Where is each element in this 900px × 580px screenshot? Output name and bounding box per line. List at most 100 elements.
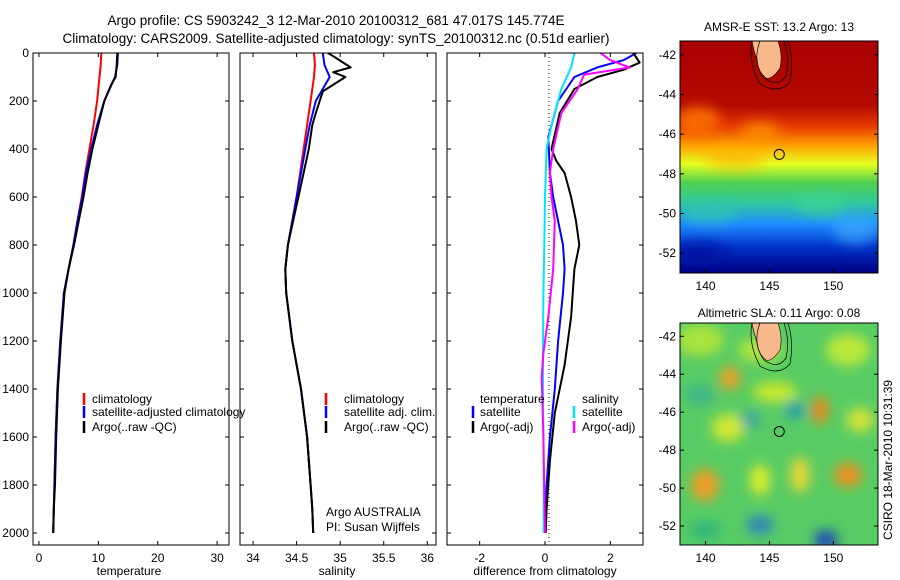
legend-label: satellite-adjusted climatology (92, 405, 245, 419)
depth-tick-label: 600 (9, 190, 29, 204)
sla-longitude-axis: 140 145 150 (696, 541, 844, 565)
legend-label: Argo(-adj) (480, 420, 533, 434)
temperature-panel: 0 200 400 600 800 1000 1200 1400 1600 1800 2000 0 1… (2, 46, 245, 578)
salinity-series (284, 53, 352, 534)
bathymetry-contour (756, 323, 788, 365)
difference-panel: -2 0 2 difference from climatology tempera… (446, 52, 644, 578)
legend-label: satellite adj. clim. (344, 405, 435, 419)
depth-tick-label: 1200 (2, 334, 29, 348)
depth-tick-label: 800 (9, 238, 29, 252)
x-tick-label: 36 (421, 551, 435, 565)
temperature-x-label: temperature (97, 564, 162, 578)
lat-tick-label: -42 (659, 48, 677, 62)
lon-tick-label: 140 (696, 551, 716, 565)
sst-eddies (680, 106, 877, 267)
lon-tick-label: 150 (823, 279, 843, 293)
float-program-label: Argo AUSTRALIA (326, 505, 421, 519)
bathymetry-contour (750, 41, 792, 90)
lat-tick-label: -42 (659, 329, 677, 343)
sla-latitude-axis: -42 -44 -46 -48 -50 -52 (659, 329, 878, 533)
lon-tick-label: 150 (823, 551, 843, 565)
depth-tick-label: 200 (9, 94, 29, 108)
x-tick-label: 0 (36, 551, 43, 565)
difference-axes-frame (446, 52, 644, 546)
x-tick-label: 2 (607, 551, 614, 565)
lon-tick-label: 145 (759, 279, 779, 293)
sst-longitude-axis: 140 145 150 (696, 269, 844, 293)
sla-map-panel: Altimetric SLA: 0.11 Argo: 0.08 (659, 306, 879, 565)
lat-tick-label: -52 (659, 246, 677, 260)
salinity-x-label: salinity (319, 564, 356, 578)
legend-label: satellite (480, 405, 521, 419)
argo-float-marker (773, 148, 785, 160)
lat-tick-label: -46 (659, 405, 677, 419)
difference-depth-ticks (447, 52, 643, 534)
lat-tick-label: -44 (659, 367, 677, 381)
legend-label: Argo(..raw -QC) (92, 420, 177, 434)
depth-tick-label: 1000 (2, 286, 29, 300)
difference-x-label: difference from climatology (473, 564, 616, 578)
credit-timestamp: CSIRO 18-Mar-2010 10:31:39 (881, 380, 895, 540)
depth-tick-label: 0 (22, 46, 29, 60)
sla-field (680, 323, 878, 545)
sst-map-title: AMSR-E SST: 13.2 Argo: 13 (704, 20, 854, 34)
salinity-legend: climatology satellite adj. clim. Argo(..… (324, 392, 435, 434)
series-line-satellite-adjusted-climatology (52, 53, 119, 534)
temperature-legend: climatology satellite-adjusted climatolo… (82, 392, 245, 434)
lat-tick-label: -48 (659, 167, 677, 181)
series-line-argo-raw-qc- (284, 53, 352, 534)
temperature-axes-frame (32, 52, 230, 546)
argo-float-marker (773, 426, 785, 437)
lat-tick-label: -44 (659, 88, 677, 102)
lon-tick-label: 145 (759, 551, 779, 565)
legend-label: Argo(..raw -QC) (344, 420, 429, 434)
legend-label: climatology (92, 392, 152, 406)
sla-map-frame (679, 322, 879, 546)
legend-heading-temperature: temperature (480, 392, 545, 406)
figure-title: Argo profile: CS 5903242_3 12-Mar-2010 2… (107, 13, 564, 28)
lat-tick-label: -48 (659, 443, 677, 457)
sst-map-panel: AMSR-E SST: 13.2 Argo: 13 -42 -44 -46 -48 -5… (659, 20, 879, 293)
x-tick-label: 34.5 (285, 551, 309, 565)
x-tick-label: 0 (542, 551, 549, 565)
bathymetry-contour (756, 41, 788, 83)
depth-axis: 0 200 400 600 800 1000 1200 1400 1600 1800 2000 (2, 46, 229, 540)
salinity-axes-frame (239, 52, 437, 546)
x-tick-label: 35 (333, 551, 347, 565)
figure-subtitle: Climatology: CARS2009. Satellite-adjuste… (62, 31, 609, 46)
depth-tick-label: 1400 (2, 382, 29, 396)
temperature-x-axis: 0 10 20 30 (36, 53, 224, 565)
lat-tick-label: -50 (659, 481, 677, 495)
salinity-depth-ticks (240, 52, 436, 534)
lon-tick-label: 140 (696, 279, 716, 293)
legend-label: satellite (582, 405, 623, 419)
depth-tick-label: 1800 (2, 478, 29, 492)
pi-label: PI: Susan Wijffels (326, 520, 420, 534)
series-line-satellite (544, 53, 637, 533)
lat-tick-label: -50 (659, 207, 677, 221)
salinity-panel: 34 34.5 35 35.5 36 salinity climatology sate… (239, 52, 437, 578)
x-tick-label: 35.5 (372, 551, 396, 565)
x-tick-label: 20 (151, 551, 165, 565)
series-line-argo-adj- (540, 53, 631, 534)
x-tick-label: 34 (246, 551, 260, 565)
difference-legend: temperature satellite Argo(-adj) salinit… (471, 392, 635, 434)
x-tick-label: 30 (210, 551, 224, 565)
sst-latitude-axis: -42 -44 -46 -48 -50 -52 (659, 48, 878, 260)
sla-map-title: Altimetric SLA: 0.11 Argo: 0.08 (698, 306, 861, 320)
series-line-climatology (52, 53, 103, 534)
x-tick-label: -2 (474, 551, 485, 565)
series-line-argo-adj- (544, 53, 641, 534)
legend-label: climatology (344, 392, 404, 406)
depth-tick-label: 1600 (2, 430, 29, 444)
depth-tick-label: 400 (9, 142, 29, 156)
lat-tick-label: -52 (659, 519, 677, 533)
difference-x-axis: -2 0 2 (474, 53, 614, 565)
depth-tick-label: 2000 (2, 526, 29, 540)
x-tick-label: 10 (92, 551, 106, 565)
lat-tick-label: -46 (659, 127, 677, 141)
difference-series (540, 53, 641, 534)
salinity-x-axis: 34 34.5 35 35.5 36 (246, 53, 434, 565)
legend-label: Argo(-adj) (582, 420, 635, 434)
